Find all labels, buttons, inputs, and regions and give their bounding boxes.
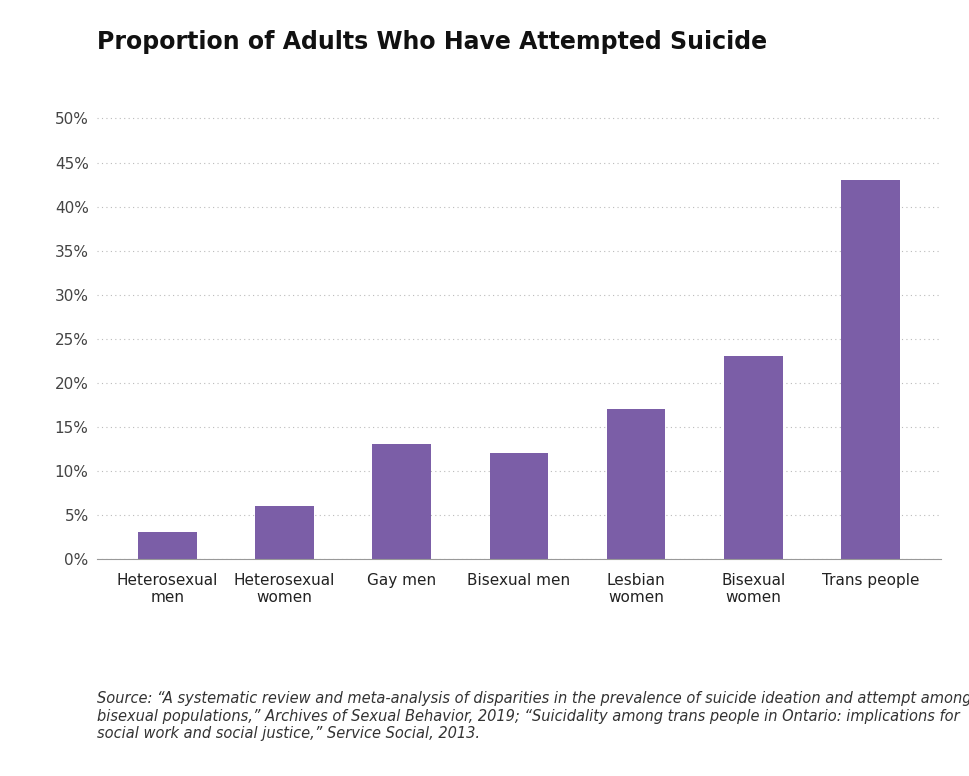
Bar bbox=[607, 409, 665, 559]
Bar bbox=[840, 180, 899, 559]
Text: Proportion of Adults Who Have Attempted Suicide: Proportion of Adults Who Have Attempted … bbox=[97, 30, 766, 54]
Bar bbox=[372, 444, 430, 559]
Text: Source: “A systematic review and meta-analysis of disparities in the prevalence : Source: “A systematic review and meta-an… bbox=[97, 691, 969, 741]
Bar bbox=[723, 356, 782, 559]
Bar bbox=[138, 532, 197, 559]
Bar bbox=[489, 453, 547, 559]
Bar bbox=[255, 506, 314, 559]
